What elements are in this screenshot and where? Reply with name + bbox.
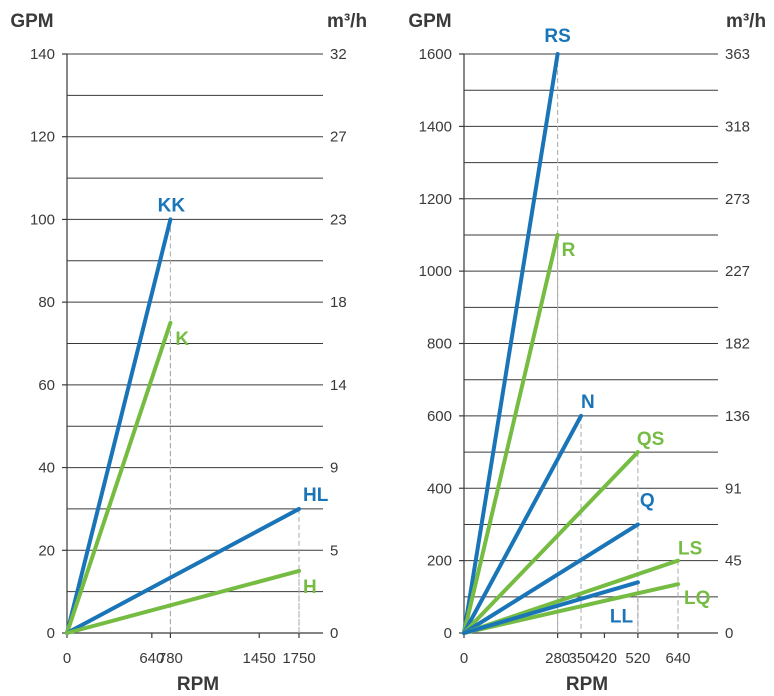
chart2-series-label-q: Q bbox=[640, 490, 655, 511]
chart2-left-tick-label: 400 bbox=[427, 480, 452, 497]
chart2-right-tick-label: 182 bbox=[725, 336, 750, 353]
chart2-left-axis-title: GPM bbox=[408, 11, 451, 32]
chart2-left-tick-label: 1000 bbox=[419, 263, 452, 280]
chart1-right-tick-label: 5 bbox=[330, 542, 338, 559]
chart2-series-label-n: N bbox=[581, 392, 595, 413]
chart1-right-tick-label: 27 bbox=[330, 129, 347, 146]
chart1-right-tick-label: 32 bbox=[330, 46, 347, 63]
chart1-series-label-kk: KK bbox=[158, 195, 186, 216]
chart1-left-tick-label: 140 bbox=[30, 46, 55, 63]
chart2-series-line-lq bbox=[462, 582, 680, 635]
chart1-right-tick-label: 23 bbox=[330, 211, 347, 228]
chart2-x-tick-label: 640 bbox=[665, 650, 690, 667]
chart2-series-line-q bbox=[462, 522, 640, 635]
chart2-right-tick-label: 0 bbox=[725, 625, 733, 642]
chart1-series-line-kk bbox=[65, 217, 173, 635]
chart2-right-tick-label: 273 bbox=[725, 191, 750, 208]
chart2-right-tick-label: 45 bbox=[725, 553, 742, 570]
chart1-left-tick-label: 0 bbox=[47, 625, 55, 642]
chart1-series-line-k bbox=[65, 320, 173, 635]
chart1-right-tick-label: 18 bbox=[330, 294, 347, 311]
chart1-x-axis-title: RPM bbox=[177, 674, 219, 695]
chart2-left-tick-label: 800 bbox=[427, 336, 452, 353]
chart1-series-line-h bbox=[65, 568, 301, 635]
chart2-x-tick-label: 350 bbox=[569, 650, 594, 667]
chart2-right-tick-label: 136 bbox=[725, 408, 750, 425]
chart1-right-tick-label: 0 bbox=[330, 625, 338, 642]
chart2-left-tick-label: 0 bbox=[444, 625, 452, 642]
chart2-right-tick-label: 318 bbox=[725, 118, 750, 135]
chart2-left-tick-label: 1600 bbox=[419, 46, 452, 63]
chart2-right-tick-label: 227 bbox=[725, 263, 750, 280]
chart2-series-label-ll: LL bbox=[610, 606, 634, 627]
chart2-x-tick-label: 520 bbox=[625, 650, 650, 667]
chart1-x-tick-label: 1450 bbox=[243, 650, 276, 667]
chart2-left-tick-label: 1400 bbox=[419, 118, 452, 135]
chart1-left-tick-label: 20 bbox=[38, 542, 55, 559]
chart2-series-line-r bbox=[462, 232, 560, 635]
chart1-x-tick-label: 0 bbox=[63, 650, 71, 667]
chart2-left-tick-label: 1200 bbox=[419, 191, 452, 208]
chart1-left-tick-label: 120 bbox=[30, 129, 55, 146]
chart2-series-line-n bbox=[462, 413, 584, 635]
chart2-right-tick-label: 363 bbox=[725, 46, 750, 63]
chart2-x-tick-label: 0 bbox=[460, 650, 468, 667]
chart2-left-tick-label: 200 bbox=[427, 553, 452, 570]
chart2-x-tick-label: 280 bbox=[545, 650, 570, 667]
chart2-series-line-qs bbox=[462, 450, 640, 635]
chart2-x-axis-title: RPM bbox=[566, 674, 608, 695]
chart2-series-label-ls: LS bbox=[678, 539, 702, 560]
chart2-series-label-rs: RS bbox=[544, 26, 570, 47]
chart1-x-tick-label: 1750 bbox=[282, 650, 315, 667]
chart1-right-tick-label: 9 bbox=[330, 460, 338, 477]
chart2-left-tick-label: 600 bbox=[427, 408, 452, 425]
chart1-series-label-k: K bbox=[175, 329, 189, 350]
chart1-left-tick-label: 80 bbox=[38, 294, 55, 311]
chart1-series-label-hl: HL bbox=[303, 485, 329, 506]
chart1-left-tick-label: 40 bbox=[38, 460, 55, 477]
chart1-series-label-h: H bbox=[303, 577, 317, 598]
chart2-series-line-ll bbox=[462, 580, 640, 635]
chart1-left-axis-title: GPM bbox=[10, 11, 53, 32]
chart1-x-tick-label: 780 bbox=[158, 650, 183, 667]
chart2-series-line-rs bbox=[462, 52, 560, 635]
chart2-series-label-qs: QS bbox=[637, 429, 664, 450]
chart1-series-line-hl bbox=[65, 506, 301, 635]
chart2-right-tick-label: 91 bbox=[725, 480, 742, 497]
chart2-right-axis-title: m³/h bbox=[726, 11, 766, 32]
chart1-right-axis-title: m³/h bbox=[327, 11, 367, 32]
chart1-right-tick-label: 14 bbox=[330, 377, 347, 394]
chart2-series-label-lq: LQ bbox=[684, 588, 710, 609]
chart2-series-label-r: R bbox=[562, 240, 576, 261]
chart1-left-tick-label: 100 bbox=[30, 211, 55, 228]
chart1-left-tick-label: 60 bbox=[38, 377, 55, 394]
chart1-x-tick-label: 640 bbox=[139, 650, 164, 667]
chart2-x-tick-label: 420 bbox=[592, 650, 617, 667]
